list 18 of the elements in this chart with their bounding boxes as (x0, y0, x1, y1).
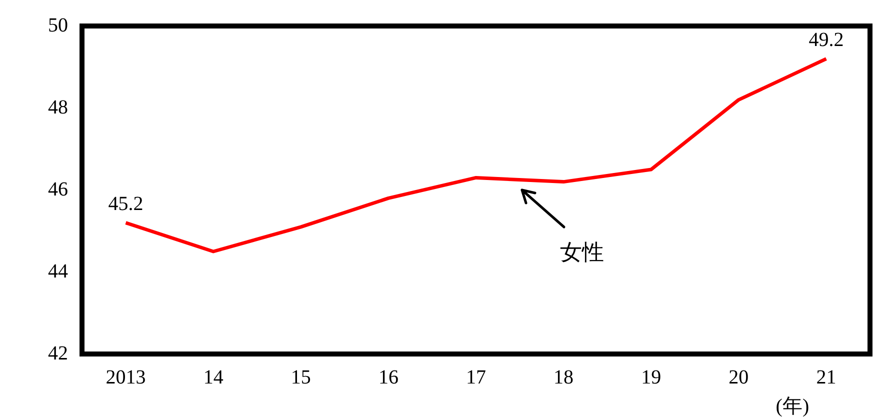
x-tick-label: 15 (290, 366, 311, 388)
x-tick-label: 17 (466, 366, 486, 388)
text: 女性 (560, 240, 604, 265)
x-tick-label: 20 (728, 366, 749, 388)
x-tick-label: 16 (378, 366, 398, 388)
y-tick-label: 42 (48, 342, 68, 364)
x-axis-title: (年) (776, 395, 810, 418)
y-tick-label: 44 (48, 260, 68, 282)
y-tick-label: 46 (48, 178, 68, 200)
x-tick-label: 2013 (106, 366, 146, 388)
y-tick-label: 50 (48, 14, 68, 36)
x-tick-label: 14 (203, 366, 224, 388)
y-tick-label: 48 (48, 96, 68, 118)
data-label: 49.2 (808, 29, 844, 52)
data-label: 45.2 (108, 193, 144, 216)
x-tick-label: 19 (641, 366, 662, 388)
x-tick-label: 18 (554, 366, 574, 388)
x-tick-label: 21 (816, 366, 836, 388)
